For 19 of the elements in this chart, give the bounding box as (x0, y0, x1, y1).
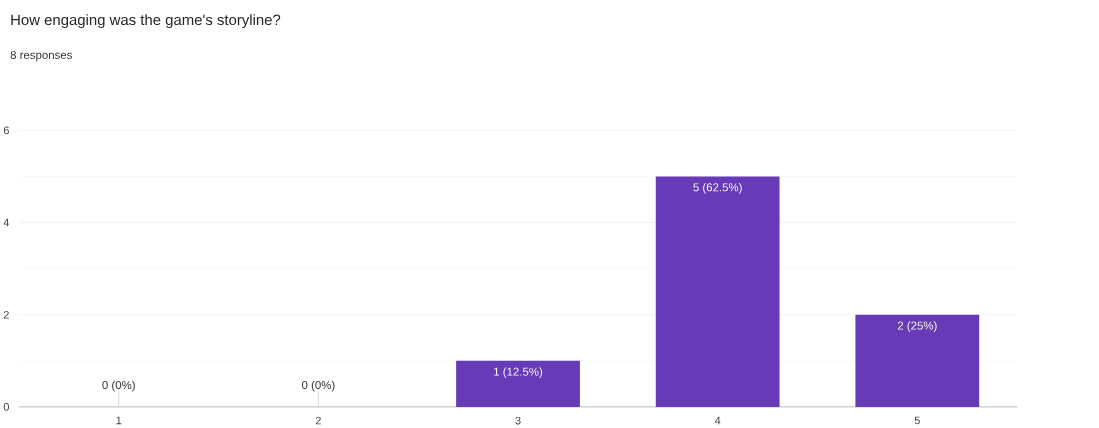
y-tick-label: 4 (3, 218, 10, 227)
bar (456, 360, 580, 408)
data-label: 2 (25%) (897, 321, 937, 333)
data-label: 0 (0%) (102, 380, 135, 392)
x-tick-label: 4 (714, 416, 721, 425)
bar (855, 314, 980, 408)
data-label: 0 (0%) (301, 380, 335, 392)
x-tick-label: 2 (315, 416, 321, 425)
y-tick-label: 2 (3, 311, 9, 319)
x-tick-label: 3 (515, 416, 521, 425)
y-tick-label: 6 (3, 126, 9, 135)
chart-title: How engaging was the game's storyline? (11, 14, 281, 29)
bar (655, 176, 780, 408)
data-label: 5 (62.5%) (693, 183, 742, 194)
x-tick-label: 1 (116, 416, 122, 425)
x-tick-label: 5 (914, 416, 920, 425)
chart-subtitle: 8 responses (10, 51, 72, 62)
data-label: 1 (12.5%) (494, 367, 543, 379)
y-tick-label: 0 (3, 403, 9, 411)
